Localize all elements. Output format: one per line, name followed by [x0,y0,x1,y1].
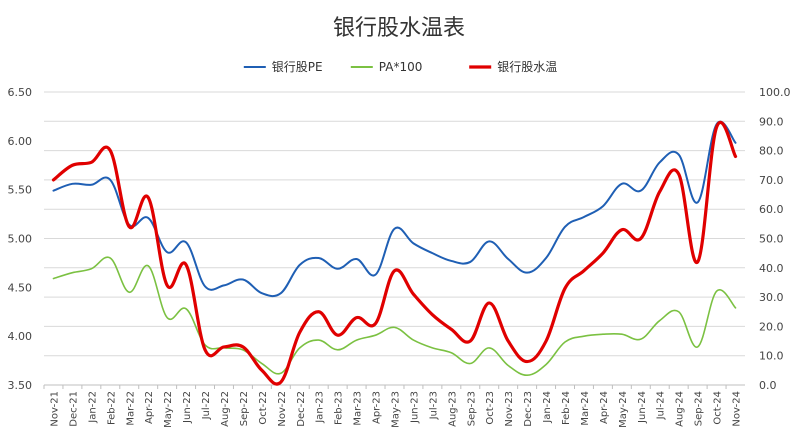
left-axis-tick-label: 6.00 [8,135,33,148]
x-axis-tick-label: Dec-23 [523,391,534,427]
x-axis-tick-label: Nov-22 [277,391,288,427]
right-axis-tick-label: 100.0 [759,86,791,99]
left-axis-tick-label: 4.50 [8,281,33,294]
x-axis-tick-label: Sep-23 [466,391,477,426]
series-line-0 [52,120,737,298]
x-axis-tick-label: Nov-23 [504,391,515,427]
x-axis-tick-label: May-23 [391,391,402,428]
x-axis-tick-label: Jan-24 [542,391,553,424]
chart-title: 银行股水温表 [332,16,465,41]
x-axis-tick-label: Apr-22 [144,391,155,424]
x-axis-tick-label: Jul-22 [201,391,212,420]
legend-label-0: 银行股PE [272,60,323,74]
x-axis-tick-label: Jul-24 [656,391,667,420]
right-axis-tick-label: 60.0 [759,203,784,216]
x-axis-tick-label: Oct-24 [713,391,724,425]
right-axis-tick-label: 80.0 [759,145,784,158]
x-axis-tick-label: Nov-21 [49,391,60,427]
x-axis-tick-label: Aug-22 [220,391,231,427]
left-axis-tick-label: 3.50 [8,379,33,392]
right-axis-tick-label: 10.0 [759,350,784,363]
x-axis-tick-label: May-24 [618,391,629,428]
right-axis-tick-label: 70.0 [759,174,784,187]
x-axis-tick-label: Apr-23 [372,391,383,424]
x-axis-tick-label: Dec-22 [296,391,307,427]
x-axis-tick-label: Jul-23 [428,391,439,420]
x-axis-tick-label: Mar-22 [125,391,136,426]
left-axis-tick-label: 6.50 [8,86,33,99]
legend-label-1: PA*100 [379,60,423,74]
x-axis-tick-label: Apr-24 [599,391,610,424]
legend-label-2: 银行股水温 [497,60,557,74]
right-axis-tick-label: 50.0 [759,233,784,246]
right-axis-tick-label: 30.0 [759,291,784,304]
x-axis-tick-label: Nov-24 [732,391,743,427]
x-axis-tick-label: Jun-24 [637,391,648,424]
right-axis-tick-label: 20.0 [759,320,784,333]
x-axis-tick-label: Feb-22 [106,391,117,425]
x-axis-tick-label: Mar-24 [580,391,591,426]
x-axis-tick-label: Sep-22 [239,391,250,426]
x-axis-tick-label: Jan-23 [315,391,326,424]
x-axis-tick-label: Dec-21 [68,391,79,427]
left-axis-tick-label: 5.50 [8,184,33,197]
x-axis-tick-label: Sep-24 [694,391,705,426]
x-axis-tick-label: Oct-23 [485,391,496,425]
right-axis-tick-label: 90.0 [759,115,784,128]
left-axis-tick-label: 4.00 [8,330,33,343]
x-axis-tick-label: Jun-23 [409,391,420,424]
x-axis-tick-label: May-22 [163,391,174,428]
series-line-2 [51,120,738,386]
x-axis-tick-label: Aug-23 [447,391,458,427]
x-axis-tick-label: Jun-22 [182,391,193,424]
x-axis-tick-label: Jan-22 [87,391,98,424]
x-axis-tick-label: Mar-23 [353,391,364,426]
x-axis-tick-label: Feb-24 [561,391,572,425]
x-axis-tick-label: Aug-24 [675,391,686,427]
x-axis-tick-label: Oct-22 [258,391,269,425]
right-axis-tick-label: 0.0 [759,379,777,392]
right-axis-tick-label: 40.0 [759,262,784,275]
left-axis-tick-label: 5.00 [8,233,33,246]
series-line-1 [52,256,737,377]
x-axis-tick-label: Feb-23 [334,391,345,425]
